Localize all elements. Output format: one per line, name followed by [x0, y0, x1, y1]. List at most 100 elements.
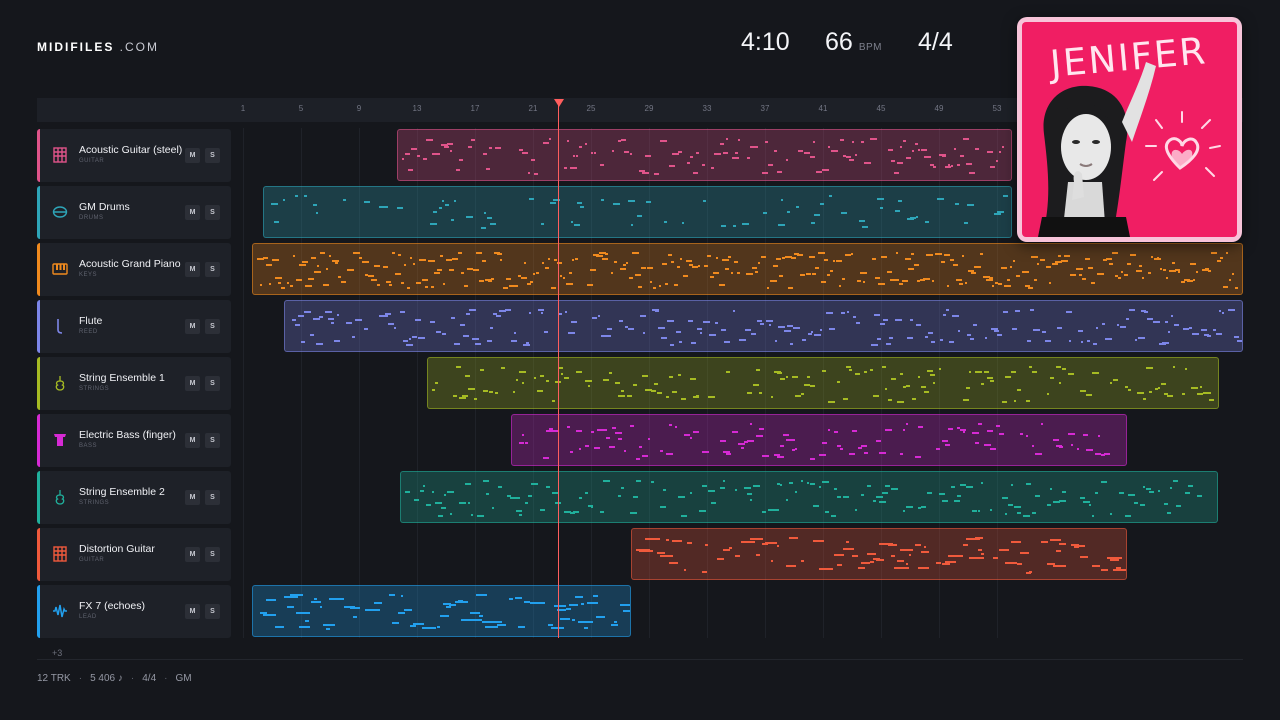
track-color-stripe — [37, 186, 40, 239]
ruler-bar-label: 53 — [992, 104, 1002, 113]
mute-button[interactable]: M — [185, 433, 200, 448]
grid-line — [997, 128, 998, 638]
flute-icon — [52, 318, 68, 334]
track-count: 12 TRK — [37, 673, 71, 684]
track-header[interactable]: Acoustic Grand Piano KEYS M S — [37, 243, 231, 296]
track-name: Acoustic Guitar (steel) — [79, 144, 183, 156]
bass-icon — [52, 432, 68, 448]
midi-clip[interactable] — [252, 243, 1243, 295]
clip-notes — [292, 309, 1242, 346]
track-category: STRINGS — [79, 386, 110, 392]
clip-notes — [260, 594, 630, 630]
footer-meter: 4/4 — [142, 673, 157, 684]
solo-button[interactable]: S — [205, 547, 220, 562]
midi-clip[interactable] — [397, 129, 1012, 181]
footer-divider — [37, 659, 1243, 660]
solo-button[interactable]: S — [205, 490, 220, 505]
track-name: String Ensemble 1 — [79, 372, 165, 384]
clip-notes — [405, 480, 1202, 517]
note-count: 5 406 ♪ — [90, 673, 123, 684]
piano-icon — [52, 261, 68, 277]
solo-button[interactable]: S — [205, 148, 220, 163]
footer-summary: 12 TRK · 5 406 ♪ · 4/4 · GM — [37, 673, 192, 684]
ruler-bar-label: 33 — [702, 104, 712, 113]
track-color-stripe — [37, 585, 40, 638]
midi-standard: GM — [175, 673, 192, 684]
grid-line — [649, 128, 650, 638]
ruler-bar-label: 49 — [934, 104, 944, 113]
mute-button[interactable]: M — [185, 319, 200, 334]
site-logo[interactable]: MIDIFILES .COM — [37, 40, 159, 54]
midi-clip[interactable] — [400, 471, 1218, 523]
violin-icon — [52, 375, 68, 391]
solo-button[interactable]: S — [205, 262, 220, 277]
mute-button[interactable]: M — [185, 376, 200, 391]
track-header[interactable]: Distortion Guitar GUITAR M S — [37, 528, 231, 581]
ruler-bar-label: 17 — [470, 104, 480, 113]
guitar-grid-icon — [52, 147, 68, 163]
track-category: DRUMS — [79, 215, 104, 221]
mute-button[interactable]: M — [185, 547, 200, 562]
track-name: Flute — [79, 315, 103, 327]
mute-button[interactable]: M — [185, 205, 200, 220]
track-color-stripe — [37, 528, 40, 581]
mute-button[interactable]: M — [185, 604, 200, 619]
track-color-stripe — [37, 129, 40, 182]
mute-button[interactable]: M — [185, 148, 200, 163]
ruler-bar-label: 25 — [586, 104, 596, 113]
ruler-bar-label: 9 — [356, 104, 362, 113]
album-cover-art: JENIFER — [1022, 22, 1237, 237]
track-category: STRINGS — [79, 500, 110, 506]
waveform-icon — [52, 603, 68, 619]
grid-line — [823, 128, 824, 638]
track-header[interactable]: String Ensemble 2 STRINGS M S — [37, 471, 231, 524]
midi-clip[interactable] — [511, 414, 1127, 466]
track-color-stripe — [37, 414, 40, 467]
track-header[interactable]: GM Drums DRUMS M S — [37, 186, 231, 239]
solo-button[interactable]: S — [205, 319, 220, 334]
track-header[interactable]: Electric Bass (finger) BASS M S — [37, 414, 231, 467]
song-duration: 4:10 — [741, 28, 790, 56]
grid-line — [475, 128, 476, 638]
track-name: GM Drums — [79, 201, 130, 213]
ruler-bar-label: 1 — [240, 104, 246, 113]
track-header[interactable]: FX 7 (echoes) LEAD M S — [37, 585, 231, 638]
violin-icon — [52, 489, 68, 505]
track-name: Acoustic Grand Piano — [79, 258, 181, 270]
midi-clip[interactable] — [252, 585, 631, 637]
grid-line — [765, 128, 766, 638]
ruler-bar-label: 5 — [298, 104, 304, 113]
track-name: String Ensemble 2 — [79, 486, 165, 498]
solo-button[interactable]: S — [205, 376, 220, 391]
track-header[interactable]: String Ensemble 1 STRINGS M S — [37, 357, 231, 410]
midi-clip[interactable] — [427, 357, 1219, 409]
track-name: Distortion Guitar — [79, 543, 155, 555]
grid-line — [591, 128, 592, 638]
playhead-marker[interactable] — [554, 99, 564, 107]
midi-clip[interactable] — [263, 186, 1012, 238]
grid-line — [243, 128, 244, 638]
midi-clip[interactable] — [284, 300, 1243, 352]
solo-button[interactable]: S — [205, 205, 220, 220]
tempo-value: 66 — [825, 28, 853, 56]
logo-domain: .COM — [114, 40, 160, 54]
track-category: KEYS — [79, 272, 98, 278]
solo-button[interactable]: S — [205, 433, 220, 448]
more-tracks-link[interactable]: +3 — [52, 648, 63, 658]
album-cover[interactable]: JENIFER — [1017, 17, 1242, 242]
mute-button[interactable]: M — [185, 262, 200, 277]
playhead-line[interactable] — [558, 104, 559, 638]
mute-button[interactable]: M — [185, 490, 200, 505]
drum-icon — [52, 204, 68, 220]
solo-button[interactable]: S — [205, 604, 220, 619]
grid-line — [939, 128, 940, 638]
track-category: GUITAR — [79, 158, 105, 164]
clip-notes — [519, 423, 1110, 460]
track-name: FX 7 (echoes) — [79, 600, 145, 612]
track-color-stripe — [37, 471, 40, 524]
midi-clip[interactable] — [631, 528, 1127, 580]
ruler-bar-label: 37 — [760, 104, 770, 113]
track-header[interactable]: Flute REED M S — [37, 300, 231, 353]
track-header[interactable]: Acoustic Guitar (steel) GUITAR M S — [37, 129, 231, 182]
grid-line — [533, 128, 534, 638]
